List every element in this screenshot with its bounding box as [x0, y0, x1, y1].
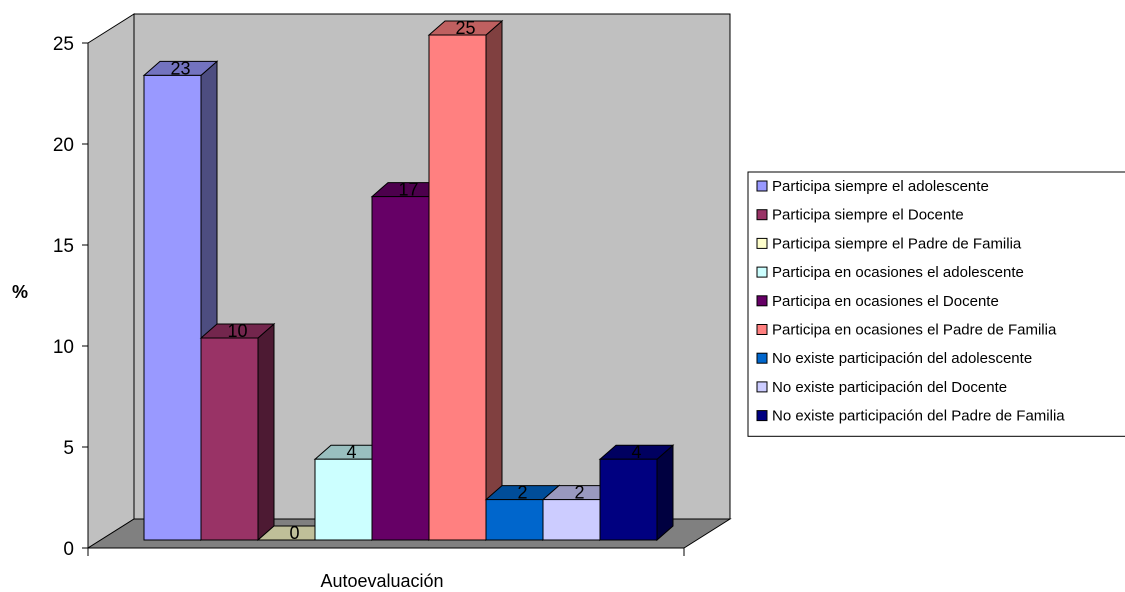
legend-item: Participa en ocasiones el Padre de Famil… — [756, 322, 1057, 339]
bar-front — [599, 458, 658, 541]
legend-box — [747, 171, 1125, 437]
legend-item: Participa en ocasiones el Docente — [756, 293, 999, 310]
data-label: 4 — [631, 442, 641, 462]
data-label: 2 — [517, 483, 527, 503]
bar — [427, 19, 504, 542]
data-label: 2 — [574, 483, 584, 503]
legend-item: No existe participación del adolescente — [756, 350, 1032, 367]
legend-swatch — [756, 324, 768, 335]
bars — [142, 19, 675, 542]
legend-item: Participa siempre el adolescente — [756, 178, 989, 195]
y-tick-label: 20 — [53, 135, 74, 156]
axis-titles: % Autoevaluación — [12, 282, 444, 591]
data-label: 0 — [289, 523, 299, 543]
bar-front — [314, 458, 373, 541]
bar-side — [485, 19, 503, 542]
data-label: 10 — [227, 321, 247, 341]
data-label: 4 — [346, 442, 356, 462]
side-wall — [87, 13, 135, 549]
bar-front — [428, 34, 487, 541]
bar-front — [371, 196, 430, 541]
legend-swatch — [756, 295, 768, 307]
legend-label: Participa siempre el adolescente — [772, 178, 989, 195]
legend-swatch — [756, 266, 768, 278]
legend-label: Participa siempre el Padre de Familia — [772, 235, 1022, 252]
bar-front — [485, 499, 544, 541]
y-axis-title: % — [12, 282, 28, 302]
data-label: 23 — [170, 58, 190, 78]
legend-label: Participa en ocasiones el Docente — [772, 293, 999, 310]
legend-swatch — [756, 352, 768, 364]
bar-front — [143, 74, 202, 541]
legend-item: Participa en ocasiones el adolescente — [756, 264, 1024, 281]
legend-label: Participa en ocasiones el adolescente — [772, 264, 1024, 281]
legend-swatch — [756, 237, 768, 249]
bar-front — [200, 337, 259, 541]
legend-label: No existe participación del Docente — [772, 379, 1007, 396]
x-category-label: Autoevaluación — [320, 571, 443, 591]
bar-side — [257, 322, 275, 542]
data-label: 17 — [398, 180, 418, 200]
y-tick-label: 25 — [53, 34, 74, 55]
legend-label: No existe participación del adolescente — [772, 350, 1032, 367]
legend-swatch — [756, 381, 768, 393]
legend-item: No existe participación del Padre de Fam… — [756, 408, 1065, 425]
legend: Participa siempre el adolescente Particip… — [747, 171, 1125, 437]
y-tick-label: 0 — [63, 539, 74, 560]
data-label: 25 — [455, 18, 475, 38]
legend-item: No existe participación del Docente — [756, 379, 1007, 396]
data-labels: 23 10 0 4 17 25 2 2 4 — [170, 18, 641, 543]
y-tick-label: 5 — [63, 438, 74, 459]
legend-label: Participa en ocasiones el Padre de Famil… — [772, 322, 1057, 339]
legend-item: Participa siempre el Padre de Familia — [756, 235, 1022, 252]
legend-swatch — [756, 410, 768, 422]
bar — [199, 322, 276, 542]
bar — [598, 444, 675, 542]
legend-swatch — [756, 209, 768, 221]
legend-label: Participa siempre el Docente — [772, 207, 964, 224]
y-tick-label: 10 — [53, 337, 74, 358]
legend-swatch — [756, 180, 768, 192]
y-tick-label: 15 — [53, 236, 74, 257]
bar-front — [542, 499, 601, 541]
legend-label: No existe participación del Padre de Fam… — [772, 408, 1065, 425]
legend-item: Participa siempre el Docente — [756, 207, 964, 224]
bar-side — [656, 444, 674, 542]
